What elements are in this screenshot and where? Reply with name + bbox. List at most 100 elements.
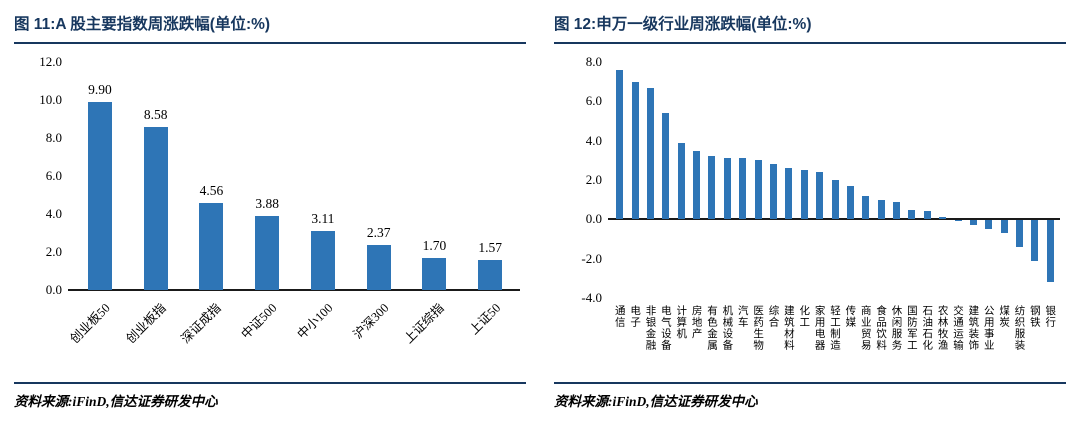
category-label: 房地产 [690,305,702,340]
bar [862,195,870,220]
category-label: 化工 [798,305,810,328]
bar [478,260,503,290]
bar [754,160,762,220]
bar [693,150,701,220]
category-label: 农林牧渔 [936,305,948,351]
category-label: 钢铁 [1028,305,1040,328]
bar [769,164,777,220]
category-label: 综合 [767,305,779,328]
category-label: 国防军工 [905,305,917,351]
category-label: 电气设备 [659,305,671,351]
bar [708,156,716,220]
bar [908,209,916,220]
bar [893,201,901,220]
y-axis-tick-label: 6.0 [45,168,62,183]
figure-12-source-rule [554,382,1066,384]
x-axis-zero-line [608,218,1060,221]
bar [310,230,335,290]
bar-value-label: 3.11 [311,210,335,226]
bar [954,220,962,222]
category-label: 轻工制造 [829,305,840,351]
category-label: 食品饮料 [875,305,887,351]
y-axis-tick-label: 0.0 [45,282,62,297]
category-label: 建筑材料 [782,305,794,351]
category-label: 交通运输 [952,305,964,351]
figure-11-bar-chart: 12.0 10.0 8.0 6.0 4.0 2.0 0.0 9.90 创业板50 8.58 创业板指… [39,54,520,346]
x-axis-zero-line [68,289,520,291]
bar-value-label: 1.70 [422,237,447,253]
bar [677,142,685,220]
bar [723,158,731,220]
category-label: 公用事业 [982,305,994,351]
y-axis-tick-label: 2.0 [45,244,62,259]
panel-figure-12: 图 12:申万一级行业周涨跌幅(单位:%) 8.0 6.0 4.0 2.0 0.0 -2.… [540,0,1080,424]
bar [1031,220,1039,261]
category-label: 有色金属 [705,305,717,351]
bar [87,101,112,290]
category-label: 电子 [629,305,641,328]
category-label: 通信 [613,305,625,328]
bar [662,113,670,220]
bar [1016,220,1024,247]
y-axis-tick-label: 6.0 [585,93,602,109]
y-axis-tick-label: 8.0 [45,130,62,145]
bar [143,126,168,290]
figure-12-bar-chart: 8.0 6.0 4.0 2.0 0.0 -2.0 -4.0 通信 电子 非银金融 电气设备 计算机 房地… [581,54,1060,351]
y-axis-tick-label: -2.0 [581,250,602,266]
category-label: 纺织服装 [1013,305,1025,351]
bar-value-label: 9.90 [88,81,112,97]
category-label: 休闲服务 [890,305,902,351]
category-label: 石油石化 [921,305,933,351]
bar-value-label: 4.56 [199,183,224,199]
figure-11-source-rule [14,382,526,384]
bar [923,211,931,220]
bar [739,158,747,220]
bar [985,220,993,230]
bar [646,87,654,220]
bar [1046,220,1054,283]
bar [255,216,280,290]
figure-11-source: 资料来源:iFinD,信达证券研发中心 [14,394,218,409]
category-label: 汽车 [736,305,748,328]
category-label: 家用电器 [813,305,825,351]
category-label: 建筑装饰 [967,305,979,351]
bar [816,172,824,220]
category-label: 机械设备 [721,305,733,351]
bar [800,170,808,220]
y-axis-tick-label: 10.0 [39,92,62,107]
bar [969,220,977,226]
figure-11-title: 图 11:A 股主要指数周涨跌幅(单位:%) [14,16,271,33]
y-axis-tick-label: 4.0 [45,206,62,221]
category-label: 煤炭 [998,305,1010,328]
y-axis-tick-label: 12.0 [39,54,62,69]
category-label: 银行 [1044,305,1056,328]
figure-12-source: 资料来源:iFinD,信达证券研发中心 [554,394,758,409]
bar-value-label: 2.37 [366,224,391,240]
category-label: 商业贸易 [859,305,871,351]
figure-12-title: 图 12:申万一级行业周涨跌幅(单位:%) [554,16,812,33]
bar [631,81,639,220]
bar-value-label: 3.88 [255,196,279,212]
bar [939,217,947,220]
y-axis-tick-label: 8.0 [585,54,602,69]
bar [199,203,224,290]
category-label: 传媒 [844,305,856,328]
category-label: 非银金融 [644,305,656,351]
bar [785,168,793,220]
bar [877,199,885,220]
bar-value-label: 8.58 [143,106,168,122]
panel-figure-11: 图 11:A 股主要指数周涨跌幅(单位:%) 12.0 10.0 8.0 6.0 4.0… [14,16,526,409]
bar [366,244,391,290]
bar [846,185,854,220]
bar-value-label: 1.57 [478,240,502,256]
category-label: 计算机 [675,305,687,340]
bar [831,180,839,220]
figure-11-title-rule [14,42,526,44]
y-axis-tick-label: 0.0 [585,211,602,227]
category-label: 医药生物 [752,305,764,351]
figure-12-title-rule [554,42,1066,44]
bar [616,69,624,220]
y-axis-tick-label: 4.0 [585,132,602,148]
bar [422,257,447,290]
